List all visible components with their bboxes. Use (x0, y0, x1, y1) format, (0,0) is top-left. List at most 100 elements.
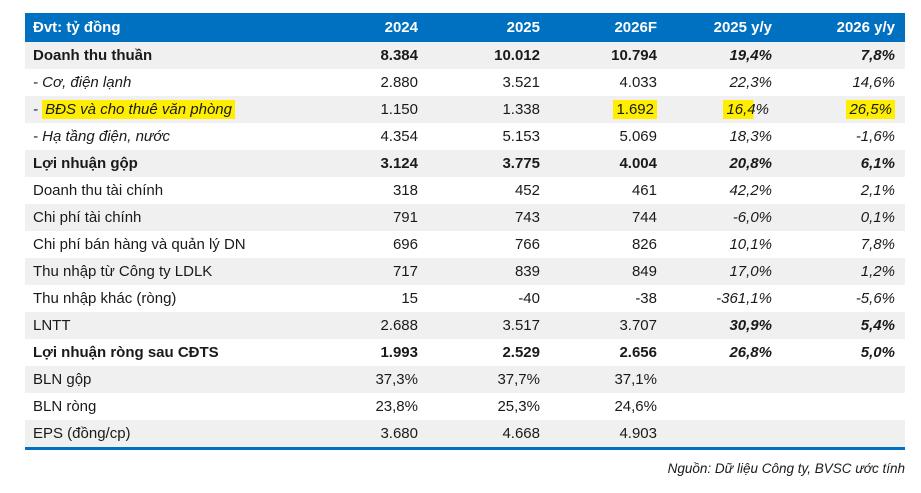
cell-value: -1,6% (855, 128, 895, 145)
cell-2025yy: 10,1% (667, 231, 782, 258)
row-label-text: Cơ, điện lạnh (42, 74, 132, 91)
cell-2025: 3.517 (428, 312, 550, 339)
table-row: - BĐS và cho thuê văn phòng 1.150 1.338 1.6… (25, 96, 905, 123)
row-label: LNTT (25, 312, 325, 339)
cell-2025: 5.153 (428, 123, 550, 150)
row-label: - Cơ, điện lạnh (25, 69, 325, 96)
row-label-text: Chi phí tài chính (33, 209, 142, 226)
cell-value: 26,8% (729, 344, 772, 361)
row-label-text: Hạ tầng điện, nước (42, 128, 170, 145)
cell-2025yy: 22,3% (667, 69, 782, 96)
row-label-text: Chi phí bán hàng và quản lý DN (33, 236, 246, 253)
cell-2024: 1.993 (325, 339, 428, 366)
row-label: EPS (đồng/cp) (25, 420, 325, 447)
row-label-prefix: - (33, 128, 43, 145)
column-header-2026f: 2026F (614, 19, 657, 36)
cell-value: 1.150 (380, 101, 418, 118)
cell-2025yy: 19,4% (667, 42, 782, 69)
cell-2025: 3.775 (428, 150, 550, 177)
cell-2024: 3.680 (325, 420, 428, 447)
row-label-text: LNTT (33, 317, 71, 334)
cell-2024: 3.124 (325, 150, 428, 177)
cell-value: 791 (392, 209, 418, 226)
row-label-text: Doanh thu tài chính (33, 182, 164, 199)
cell-2026f: 4.004 (550, 150, 667, 177)
cell-2025: 37,7% (428, 366, 550, 393)
cell-value: 839 (514, 263, 540, 280)
cell-value: 849 (631, 263, 657, 280)
cell-2025yy: 17,0% (667, 258, 782, 285)
cell-2025: -40 (428, 285, 550, 312)
cell-2025yy: 20,8% (667, 150, 782, 177)
cell-value: 17,0% (729, 263, 772, 280)
cell-2026f: 24,6% (550, 393, 667, 420)
cell-2026f: 1.692 (550, 96, 667, 123)
cell-2024: 37,3% (325, 366, 428, 393)
cell-2026f: -38 (550, 285, 667, 312)
cell-value: 1.338 (502, 101, 540, 118)
cell-value: 24,6% (614, 398, 657, 415)
cell-2026yy: 0,1% (782, 204, 905, 231)
cell-value: -38 (635, 290, 657, 307)
cell-value: 3.521 (502, 74, 540, 91)
cell-2026yy (782, 420, 905, 447)
cell-2024: 8.384 (325, 42, 428, 69)
cell-2026yy: 2,1% (782, 177, 905, 204)
table-row: BLN ròng 23,8% 25,3% 24,6% (25, 393, 905, 420)
cell-2026yy: -1,6% (782, 123, 905, 150)
column-header-2026yy: 2026 y/y (836, 19, 895, 36)
row-label-text: Thu nhập từ Công ty LDLK (33, 263, 213, 280)
cell-2024: 23,8% (325, 393, 428, 420)
cell-2025: 1.338 (428, 96, 550, 123)
cell-2026yy: 7,8% (782, 231, 905, 258)
cell-2025: 25,3% (428, 393, 550, 420)
cell-2024: 2.688 (325, 312, 428, 339)
cell-value: 826 (631, 236, 657, 253)
row-label-prefix: - (33, 74, 43, 91)
row-label-text: BLN ròng (33, 398, 97, 415)
row-label-text: BLN gộp (33, 371, 92, 388)
row-label-prefix: - (33, 101, 43, 118)
row-label: Chi phí tài chính (25, 204, 325, 231)
cell-value: 18,3% (729, 128, 772, 145)
table-row: Chi phí bán hàng và quản lý DN 696 766 826 1… (25, 231, 905, 258)
cell-2026yy: 5,4% (782, 312, 905, 339)
cell-value: 7,8% (860, 236, 895, 253)
cell-2024: 318 (325, 177, 428, 204)
cell-value: 23,8% (375, 398, 418, 415)
cell-value: 5.069 (619, 128, 657, 145)
cell-2026f: 461 (550, 177, 667, 204)
cell-value: 6,1% (860, 155, 895, 172)
cell-2025: 452 (428, 177, 550, 204)
cell-2024: 696 (325, 231, 428, 258)
cell-2024: 1.150 (325, 96, 428, 123)
row-label-text: Doanh thu thuần (33, 47, 153, 64)
cell-value: 0,1% (860, 209, 895, 226)
cell-value: 42,2% (729, 182, 772, 199)
cell-value: 3.517 (502, 317, 540, 334)
cell-2025yy (667, 366, 782, 393)
cell-value: 461 (631, 182, 657, 199)
cell-value: 19,4% (729, 47, 772, 64)
cell-2026yy: 6,1% (782, 150, 905, 177)
cell-value: 1,2% (860, 263, 895, 280)
cell-value: 743 (514, 209, 540, 226)
cell-value: 1.993 (380, 344, 418, 361)
table-row: - Cơ, điện lạnh 2.880 3.521 4.033 22,3% 14,6% (25, 69, 905, 96)
cell-2026yy: 14,6% (782, 69, 905, 96)
cell-value: 7,8% (860, 47, 895, 64)
cell-2024: 4.354 (325, 123, 428, 150)
table-row: Doanh thu thuần 8.384 10.012 10.794 19,4% 7,8… (25, 42, 905, 69)
cell-value: 2.688 (380, 317, 418, 334)
row-label: Doanh thu thuần (25, 42, 325, 69)
cell-value: 10.012 (494, 47, 540, 64)
cell-value: 4.354 (380, 128, 418, 145)
source-note: Nguồn: Dữ liệu Công ty, BVSC ước tính (667, 461, 905, 476)
cell-value: 717 (392, 263, 418, 280)
cell-value: 37,7% (497, 371, 540, 388)
row-label: - BĐS và cho thuê văn phòng (25, 96, 325, 123)
row-label: Thu nhập khác (ròng) (25, 285, 325, 312)
cell-2025: 839 (428, 258, 550, 285)
cell-value: 10,1% (729, 236, 772, 253)
cell-2024: 717 (325, 258, 428, 285)
